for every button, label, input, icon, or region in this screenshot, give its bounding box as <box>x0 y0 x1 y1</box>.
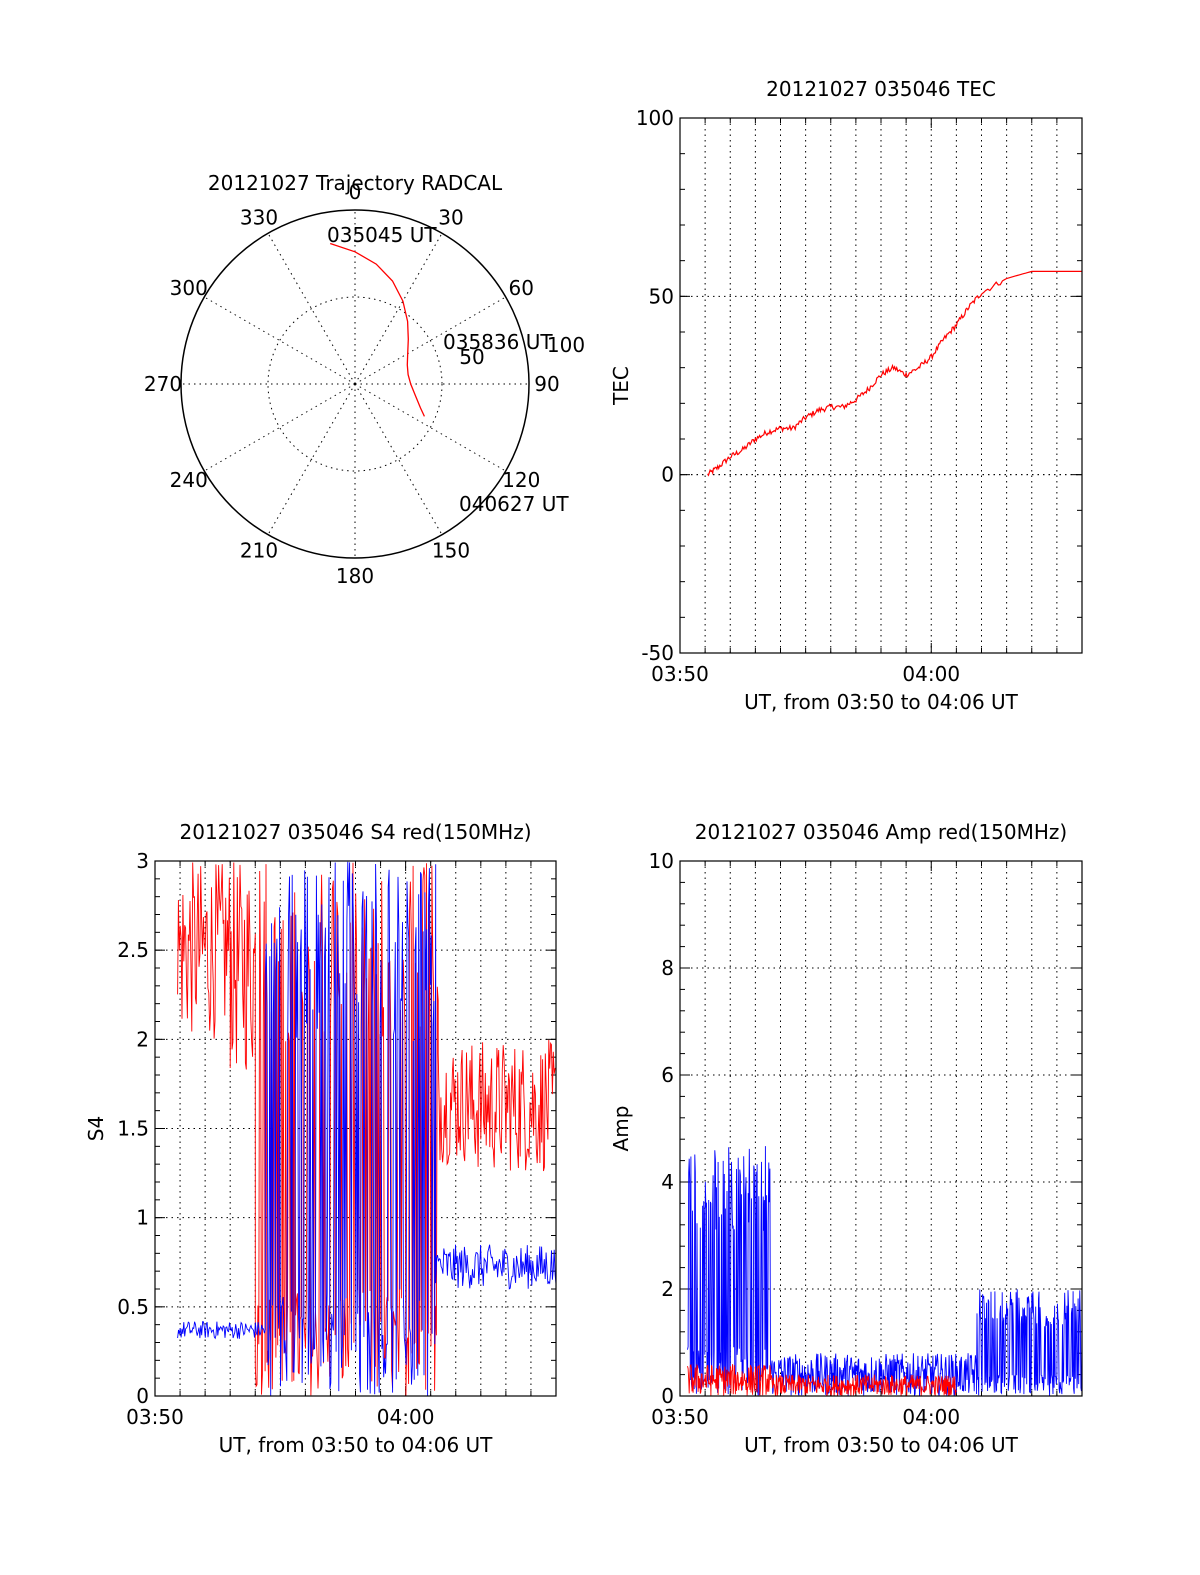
amp-plot: 0 2 4 6 8 10 03:50 04:00 20121027 035046 Amp red… <box>609 820 1083 1457</box>
y-tick-label: -50 <box>641 641 674 665</box>
x-axis-label: UT, from 03:50 to 04:06 UT <box>744 690 1019 714</box>
y-tick-label: 0 <box>661 463 674 487</box>
y-tick-label: 8 <box>661 956 674 980</box>
polar-inner-circle <box>267 296 443 472</box>
chart-title: 20121027 035046 S4 red(150MHz) <box>180 820 532 844</box>
radius-label: 100 <box>547 333 585 357</box>
y-tick-label: 0 <box>661 1384 674 1408</box>
x-tick-label: 03:50 <box>126 1405 184 1429</box>
plot-frame <box>154 860 557 1397</box>
s4-plot: 0 0.5 1 1.5 2 2.5 3 03:50 04:00 20121027 035046 S… <box>84 820 557 1457</box>
polar-spoke <box>354 383 443 535</box>
x-tick-label: 04:00 <box>377 1405 435 1429</box>
y-tick-label: 6 <box>661 1063 674 1087</box>
plot-frame <box>679 117 1083 654</box>
azimuth-label: 30 <box>438 206 463 230</box>
azimuth-label: 180 <box>336 564 374 588</box>
y-tick-label: 0 <box>136 1384 149 1408</box>
azimuth-label: 60 <box>509 276 534 300</box>
y-tick-label: 1 <box>136 1206 149 1230</box>
chart-title: 20121027 035046 TEC <box>766 77 996 101</box>
azimuth-label: 240 <box>170 468 208 492</box>
polar-spoke <box>267 383 356 535</box>
y-tick-label: 2 <box>136 1027 149 1051</box>
tec-plot: -50 0 50 100 03:50 04:00 20121027 035046 TEC UT… <box>609 77 1083 714</box>
azimuth-label: 120 <box>502 468 540 492</box>
y-axis-label: Amp <box>609 1106 633 1152</box>
polar-outer-circle <box>180 209 530 559</box>
x-tick-label: 04:00 <box>902 662 960 686</box>
y-axis-label: TEC <box>609 366 633 406</box>
series-trace-red <box>687 1363 957 1396</box>
polar-title: 20121027 Trajectory RADCAL <box>208 171 503 195</box>
trajectory-line <box>329 242 425 417</box>
y-tick-label: 0.5 <box>117 1295 149 1319</box>
azimuth-label: 150 <box>432 538 470 562</box>
y-tick-label: 2.5 <box>117 938 149 962</box>
polar-spoke <box>204 383 356 472</box>
x-axis-label: UT, from 03:50 to 04:06 UT <box>219 1433 494 1457</box>
polar-spoke <box>354 296 506 385</box>
y-tick-label: 100 <box>636 106 674 130</box>
azimuth-label: 210 <box>240 538 278 562</box>
y-tick-label: 4 <box>661 1170 674 1194</box>
azimuth-label: 270 <box>144 372 182 396</box>
azimuth-label: 330 <box>240 206 278 230</box>
plot-area <box>177 861 556 1396</box>
polar-spoke <box>267 233 356 385</box>
y-tick-label: 1.5 <box>117 1117 149 1141</box>
x-tick-label: 03:50 <box>651 1405 709 1429</box>
polar-spoke <box>354 233 443 385</box>
y-axis-label: S4 <box>84 1116 108 1141</box>
trajectory-mid-label: 035836 UT <box>443 330 553 354</box>
series-trace-blue <box>177 861 556 1396</box>
x-tick-label: 04:00 <box>902 1405 960 1429</box>
radius-label: 50 <box>459 345 484 369</box>
chart-title: 20121027 035046 Amp red(150MHz) <box>695 820 1067 844</box>
y-tick-label: 50 <box>649 284 674 308</box>
azimuth-label: 90 <box>534 372 559 396</box>
x-tick-label: 03:50 <box>651 662 709 686</box>
polar-spoke <box>354 383 506 472</box>
azimuth-label: 300 <box>170 276 208 300</box>
y-tick-label: 10 <box>649 849 674 873</box>
trajectory-end-label: 040627 UT <box>459 492 569 516</box>
plot-frame <box>679 860 1083 1397</box>
x-axis-label: UT, from 03:50 to 04:06 UT <box>744 1433 1019 1457</box>
tec-series-line <box>707 270 1082 477</box>
polar-spoke <box>204 296 356 385</box>
trajectory-start-label: 035045 UT <box>327 223 437 247</box>
plot-area <box>687 1146 1082 1396</box>
y-tick-label: 3 <box>136 849 149 873</box>
azimuth-label: 0 <box>349 180 362 204</box>
series-trace-blue <box>687 1146 1082 1396</box>
y-tick-label: 2 <box>661 1277 674 1301</box>
